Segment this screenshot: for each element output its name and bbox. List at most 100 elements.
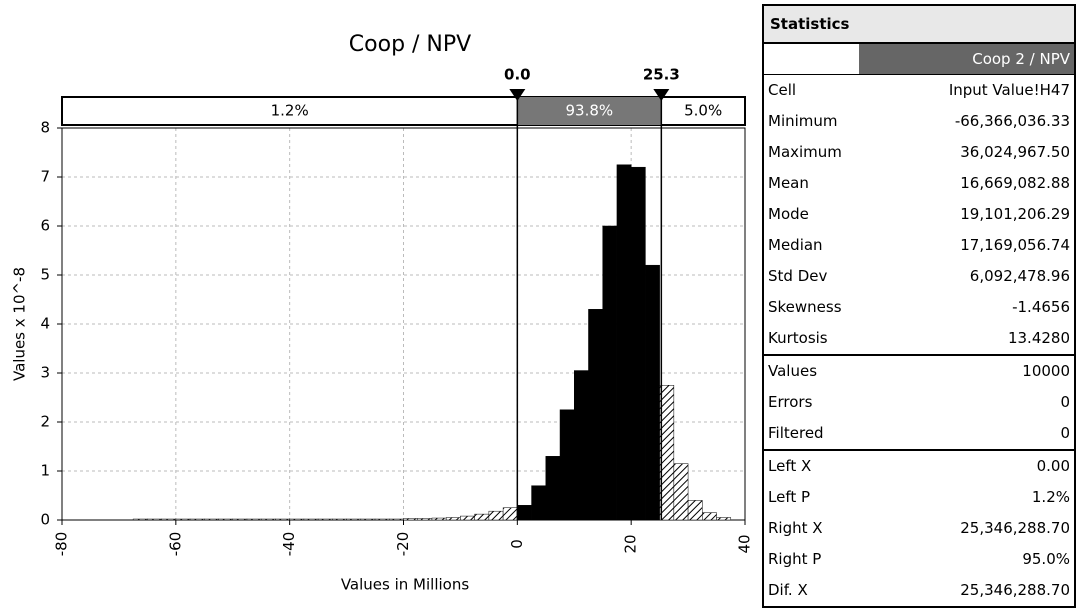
stat-name: Errors	[768, 393, 813, 411]
column-header: Coop 2 / NPV	[764, 44, 1074, 75]
x-axis-label: Values in Millions	[341, 576, 470, 594]
stat-value: 25,346,288.70	[960, 581, 1070, 599]
chart-title: Coop / NPV	[349, 32, 471, 57]
stat-value: 0	[1060, 393, 1070, 411]
x-tick-label: -80	[53, 532, 71, 557]
bar	[502, 507, 518, 521]
y-tick-label: 8	[40, 119, 50, 137]
y-tick-label: 1	[40, 462, 50, 480]
stat-row: Values 10000	[764, 356, 1074, 387]
stat-name: Filtered	[768, 424, 824, 442]
statistics-panel: Statistics Coop 2 / NPV Cell Input Value!…	[762, 4, 1076, 608]
stat-value: 25,346,288.70	[960, 519, 1070, 537]
stat-row: Cell Input Value!H47	[764, 75, 1074, 106]
stat-row: Mode 19,101,206.29	[764, 199, 1074, 230]
stat-value: 16,669,082.88	[960, 174, 1070, 192]
bar	[488, 510, 504, 521]
x-tick-label: -20	[394, 532, 412, 557]
chart: Coop / NPV Values in Millions Values x 1…	[11, 32, 754, 594]
stat-value: -66,366,036.33	[954, 112, 1070, 130]
x-tick-label: 0	[508, 539, 526, 549]
stat-value: -1.4656	[1012, 298, 1070, 316]
bar	[445, 517, 461, 521]
x-tick-label: -60	[166, 532, 184, 557]
stat-row: Minimum -66,366,036.33	[764, 106, 1074, 137]
stat-value: 95.0%	[1022, 550, 1070, 568]
bar	[716, 517, 732, 521]
stat-value: Input Value!H47	[948, 81, 1070, 99]
bar	[645, 264, 660, 521]
bar	[417, 518, 433, 521]
bar	[673, 463, 689, 521]
column-name: Coop 2 / NPV	[859, 44, 1074, 74]
stat-name: Cell	[768, 81, 797, 99]
delimiter-label: 25.3	[643, 66, 680, 84]
y-tick-label: 6	[40, 217, 50, 235]
stat-name: Mean	[768, 174, 809, 192]
stat-row: Maximum 36,024,967.50	[764, 137, 1074, 168]
stat-group: Values 10000 Errors 0 Filtered 0	[764, 356, 1074, 451]
stat-value: 0	[1060, 424, 1070, 442]
delimiter-handle	[653, 89, 670, 101]
y-axis-label: Values x 10^-8	[11, 267, 29, 381]
stat-value: 10000	[1022, 362, 1070, 380]
bar	[246, 518, 262, 521]
stat-value: 19,101,206.29	[960, 205, 1070, 223]
bar	[218, 518, 233, 521]
stat-name: Left P	[768, 488, 811, 506]
delimiter-handle	[509, 89, 526, 101]
bar	[403, 518, 418, 521]
bar	[204, 518, 219, 521]
stat-value: 6,092,478.96	[969, 267, 1070, 285]
x-tick-label: -40	[280, 532, 298, 557]
bar	[460, 515, 475, 521]
bar	[389, 518, 404, 521]
bar	[189, 518, 205, 521]
y-tick-label: 0	[40, 511, 50, 529]
stat-name: Right X	[768, 519, 823, 537]
stat-group: Cell Input Value!H47 Minimum -66,366,036.33…	[764, 75, 1074, 356]
bar	[260, 518, 276, 521]
bar	[161, 518, 177, 521]
stat-name: Values	[768, 362, 818, 380]
bar	[559, 409, 575, 521]
stat-name: Maximum	[768, 143, 842, 161]
stat-row: Filtered 0	[764, 418, 1074, 449]
bar	[474, 513, 490, 521]
stat-value: 1.2%	[1031, 488, 1070, 506]
stat-value: 17,169,056.74	[960, 236, 1070, 254]
bar	[630, 166, 646, 521]
stat-row: Kurtosis 13.4280	[764, 323, 1074, 354]
stat-name: Mode	[768, 205, 809, 223]
stat-value: 13.4280	[1007, 329, 1070, 347]
stat-row: Mean 16,669,082.88	[764, 168, 1074, 199]
bar	[360, 518, 376, 521]
bar	[275, 518, 290, 521]
y-tick-label: 4	[40, 315, 50, 333]
bar	[545, 456, 561, 521]
bar	[659, 385, 675, 521]
bar	[132, 518, 148, 521]
stat-row: Median 17,169,056.74	[764, 230, 1074, 261]
stat-name: Std Dev	[768, 267, 828, 285]
region-label: 5.0%	[684, 102, 722, 120]
stat-row: Left P 1.2%	[764, 482, 1074, 513]
y-tick-label: 3	[40, 364, 50, 382]
stat-name: Left X	[768, 457, 812, 475]
bar	[431, 517, 447, 521]
stat-row: Left X 0.00	[764, 451, 1074, 482]
bar	[574, 370, 589, 521]
bar	[232, 518, 248, 521]
stat-name: Right P	[768, 550, 822, 568]
bar	[702, 512, 717, 521]
stat-name: Minimum	[768, 112, 838, 130]
bar	[602, 225, 618, 521]
stat-row: Right P 95.0%	[764, 544, 1074, 575]
bar	[332, 518, 347, 521]
delimiter-label: 0.0	[504, 66, 531, 84]
bar	[374, 518, 390, 521]
bar	[303, 518, 319, 521]
delimiter-middle	[517, 97, 662, 125]
stat-row: Dif. X 25,346,288.70	[764, 575, 1074, 606]
y-tick-label: 2	[40, 413, 50, 431]
